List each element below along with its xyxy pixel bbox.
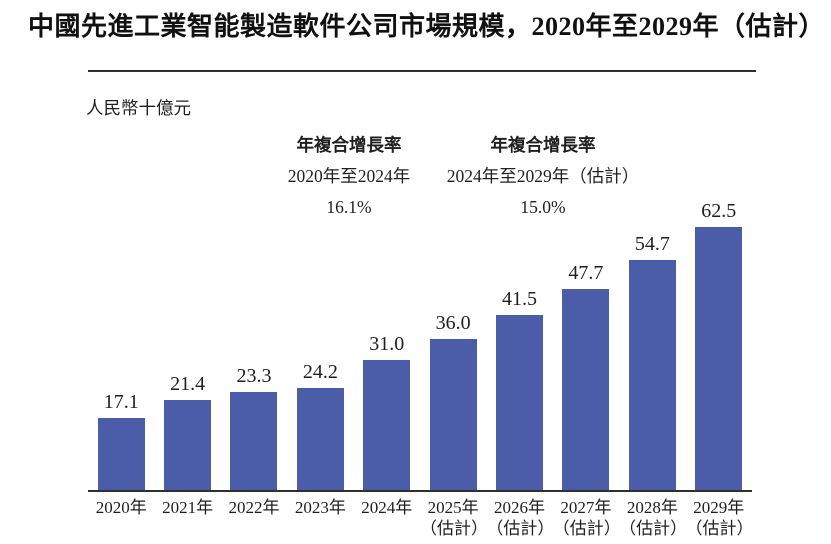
bar — [628, 259, 676, 490]
bar-chart-plot-area: 17.1 21.4 23.3 24.2 31.0 36.0 41.5 47.7 54.7 62.5 — [88, 195, 752, 492]
bar-column: 47.7 — [553, 263, 619, 490]
bar — [296, 388, 344, 490]
cagr-period: 2020年至2024年 — [287, 166, 411, 186]
bar-value-label: 17.1 — [103, 391, 139, 414]
bar-value-label: 24.2 — [302, 361, 338, 384]
bar-value-label: 41.5 — [502, 288, 538, 311]
bar-column: 62.5 — [686, 201, 752, 490]
cagr-annotation-2020-2024: 年複合增長率 2020年至2024年 16.1% — [234, 130, 464, 223]
cagr-value: 16.1% — [326, 197, 372, 217]
xaxis-label: 2025年 （估計） — [419, 497, 488, 539]
bar — [429, 338, 477, 490]
xaxis-label-year: 2028年 — [626, 498, 678, 517]
xaxis-label-year: 2026年 — [494, 498, 546, 517]
xaxis-label-estimate: （估計） — [619, 519, 688, 538]
bar-column: 21.4 — [154, 372, 220, 490]
xaxis-label-year: 2027年 — [560, 498, 612, 517]
xaxis-label: 2023年 — [294, 498, 346, 517]
xaxis-label: 2026年 （估計） — [486, 497, 555, 539]
cagr-value: 15.0% — [520, 197, 566, 217]
xaxis-label: 2027年 （估計） — [552, 497, 621, 539]
cagr-period: 2024年至2029年（估計） — [446, 166, 640, 186]
xaxis-label-estimate: （估計） — [685, 519, 754, 538]
bar-value-label: 31.0 — [369, 332, 405, 355]
bar-column: 41.5 — [486, 289, 552, 490]
xaxis-label: 2022年 — [228, 498, 280, 517]
xaxis-label: 2020年 — [95, 498, 147, 517]
xaxis-label: 2021年 — [162, 498, 214, 517]
xaxis-label-estimate: （估計） — [419, 519, 488, 538]
xaxis-label: 2028年 （估計） — [619, 497, 688, 539]
cagr-heading: 年複合增長率 — [296, 135, 402, 155]
bar-value-label: 54.7 — [634, 232, 670, 255]
bar — [695, 227, 743, 490]
bar-value-label: 62.5 — [701, 200, 737, 222]
xaxis-label-year: 2025年 — [427, 498, 479, 517]
bar-column: 54.7 — [619, 232, 685, 490]
bar-column: 36.0 — [420, 311, 486, 490]
bar-value-label: 36.0 — [435, 311, 471, 334]
bar-value-label: 47.7 — [568, 262, 604, 285]
bar-column: 17.1 — [88, 392, 154, 490]
xaxis-label: 2024年 — [361, 498, 413, 517]
bar — [496, 315, 544, 490]
y-axis-unit-label: 人民幣十億元 — [86, 98, 191, 118]
bar — [230, 391, 278, 490]
xaxis-label-year: 2029年 — [693, 498, 745, 517]
cagr-annotation-2024-2029: 年複合增長率 2024年至2029年（估計） 15.0% — [403, 130, 683, 223]
bar-value-label: 21.4 — [170, 372, 206, 395]
xaxis-label-estimate: （估計） — [552, 519, 621, 538]
bar-column: 23.3 — [221, 364, 287, 490]
bar — [164, 399, 212, 490]
bars-row: 17.1 21.4 23.3 24.2 31.0 36.0 41.5 47.7 54.7 62.5 — [88, 195, 752, 490]
xaxis-label: 2029年 （估計） — [685, 497, 754, 539]
bar-value-label: 23.3 — [236, 364, 272, 387]
xaxis-label-estimate: （估計） — [486, 519, 555, 538]
bar — [562, 289, 610, 490]
bar-column: 24.2 — [287, 362, 353, 490]
cagr-heading: 年複合增長率 — [490, 135, 596, 155]
xaxis-labels-row: 2020年 2021年 2022年 2023年 2024年 2025年 （估計） 2026年 （… — [88, 497, 754, 539]
bar — [97, 418, 145, 490]
bar-column: 31.0 — [354, 332, 420, 490]
bar — [363, 359, 411, 490]
chart-title: 中國先進工業智能製造軟件公司市場規模，2020年至2029年（估計） — [28, 12, 826, 41]
title-divider-line — [88, 70, 756, 72]
